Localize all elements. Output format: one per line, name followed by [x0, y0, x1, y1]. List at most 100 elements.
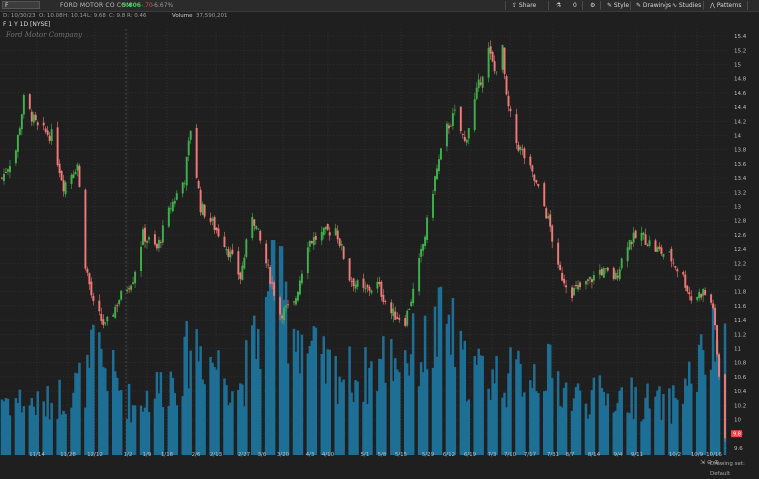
candle-body	[656, 247, 659, 253]
zoom-icon[interactable]: ⊕	[713, 459, 719, 466]
info-range: R: 0.46	[127, 13, 147, 19]
volume-bar	[467, 399, 471, 455]
candle-body	[628, 240, 631, 250]
candle-body	[279, 297, 282, 315]
candle-body	[505, 76, 508, 95]
candle-body	[604, 268, 607, 270]
info-date: D: 10/30/23	[3, 13, 36, 19]
candle-body	[84, 189, 87, 269]
candle-body	[352, 278, 355, 287]
candle-body	[18, 128, 21, 135]
volume-bar	[18, 389, 22, 455]
volume-bar	[628, 413, 631, 455]
studies-button[interactable]: ∿ Studies	[672, 2, 702, 9]
volume-bar	[537, 393, 540, 455]
volume-bar	[620, 387, 623, 455]
price-chart[interactable]: 9.6 9.8 10 10.2 10.4 10.6 10.8 11 11.2 11.4 11.6 11…	[0, 0, 759, 468]
volume-bar	[34, 415, 38, 455]
candle-body	[283, 307, 286, 321]
candle-body	[390, 302, 393, 314]
volume-bar	[435, 356, 439, 455]
price-tick-label: 11.4	[734, 318, 747, 324]
volume-bar	[409, 354, 413, 455]
candle-body	[140, 246, 143, 271]
time-tick-label: 6/12	[443, 452, 455, 458]
volume-bar	[203, 384, 206, 455]
candle-body	[561, 272, 564, 281]
volume-bar	[296, 330, 300, 455]
volume-bar	[60, 414, 63, 455]
candle-body	[718, 354, 721, 377]
expand-icon[interactable]: ⇲	[700, 459, 706, 466]
time-tick-label: 4/10	[322, 452, 335, 458]
candle-body	[36, 122, 39, 126]
volume-bar	[340, 382, 343, 455]
candle-body	[614, 272, 617, 280]
candle-body	[22, 95, 25, 115]
volume-bar	[241, 384, 244, 455]
candle-body	[493, 61, 496, 72]
candle-body	[155, 243, 158, 249]
time-tick-label: 10/2	[669, 452, 681, 458]
candle-body	[449, 125, 452, 127]
company-watermark: Ford Motor Company	[5, 31, 83, 39]
patterns-button[interactable]: ⋀ Patterns	[710, 2, 742, 9]
candle-body	[366, 284, 369, 288]
time-tick-label: 2/13	[210, 452, 223, 458]
volume-bar	[183, 336, 186, 455]
volume-bar	[662, 394, 665, 455]
volume-bar	[394, 358, 397, 455]
candle-body	[287, 304, 289, 306]
flask-button[interactable]: ⚗	[556, 2, 562, 9]
volume-bar	[507, 373, 510, 455]
candle-body	[320, 232, 323, 241]
time-tick-label: 4/3	[306, 452, 315, 458]
volume-bar	[717, 358, 721, 455]
candle-body	[434, 176, 436, 192]
candle-body	[225, 249, 228, 251]
volume-bar	[104, 368, 107, 455]
volume-bar	[556, 371, 560, 455]
candle-body	[571, 287, 574, 299]
candle-body	[489, 46, 492, 54]
candle-body	[630, 242, 633, 245]
symbol-input[interactable]: F	[2, 1, 40, 9]
candle-body	[590, 279, 593, 283]
candle-body	[573, 288, 576, 296]
candle-body	[30, 111, 33, 122]
volume-bar	[64, 413, 67, 455]
volume-bar	[106, 391, 109, 455]
price-tick-label: 12.6	[734, 233, 747, 239]
volume-bar	[133, 405, 137, 455]
style-button[interactable]: ✎ Style	[607, 2, 630, 9]
candle-body	[378, 281, 381, 285]
volume-bar	[403, 350, 407, 455]
candle-body	[473, 99, 476, 130]
volume-bar	[578, 390, 582, 455]
candle-body	[672, 262, 675, 264]
volume-bar	[173, 392, 177, 455]
volume-bar	[199, 346, 202, 455]
candle-body	[438, 159, 440, 171]
candle-body	[195, 127, 198, 178]
candle-body	[100, 313, 103, 321]
candle-body	[507, 95, 510, 107]
volume-bar	[237, 389, 240, 455]
gear-button[interactable]: ⚙	[590, 2, 596, 9]
zoom-out-icon[interactable]: ⊖	[706, 459, 712, 466]
volume-bar	[119, 389, 123, 455]
0-button[interactable]: 0	[573, 2, 577, 9]
volume-bar	[604, 405, 608, 455]
price-tick-label: 13.2	[734, 190, 746, 196]
volume-bar	[282, 299, 286, 455]
volume-bar	[254, 359, 258, 455]
share-button[interactable]: ⇪ Share	[512, 2, 537, 9]
time-tick-label: 1/9	[143, 452, 152, 458]
volume-bar	[548, 344, 552, 455]
drawings-button[interactable]: ✎ Drawings	[636, 2, 672, 9]
volume-bar	[370, 361, 373, 455]
time-tick-label: 5/1	[361, 452, 370, 458]
volume-bar	[503, 392, 506, 455]
volume-bar	[447, 314, 451, 455]
company-name: FORD MOTOR CO COM	[60, 2, 132, 9]
